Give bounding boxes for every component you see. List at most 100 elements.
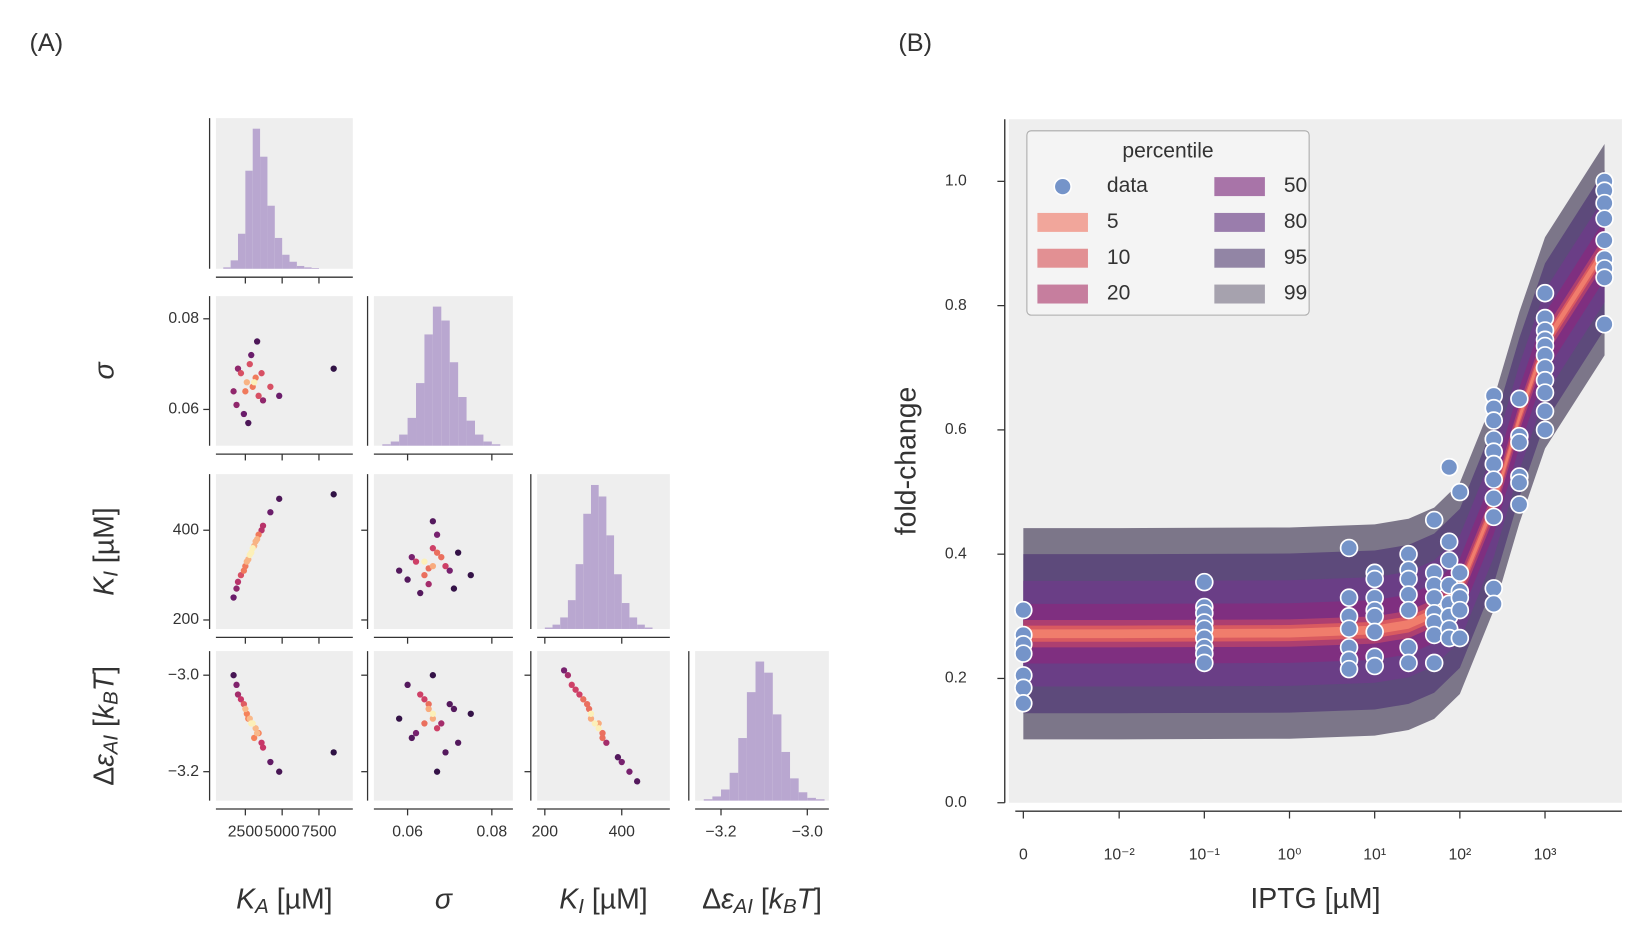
histogram-bar xyxy=(282,254,290,269)
histogram-bar xyxy=(230,260,238,269)
scatter-point xyxy=(404,576,411,583)
y-tick-label: 0.2 xyxy=(945,670,967,687)
scatter-point xyxy=(330,491,337,498)
histogram-bar xyxy=(382,444,391,446)
x-tick-label: 2500 xyxy=(228,823,263,840)
data-point xyxy=(1339,659,1359,679)
data-point xyxy=(1595,314,1614,334)
label-part: K xyxy=(559,883,579,915)
histogram-bar xyxy=(764,672,773,801)
legend-label: data xyxy=(1107,174,1148,197)
histogram-bar xyxy=(721,789,730,801)
histogram-bar xyxy=(466,420,475,446)
scatter-point xyxy=(595,725,602,732)
data-point xyxy=(1450,628,1470,648)
y-axis-label: ΔεAI [kBT] xyxy=(88,666,123,786)
data-point xyxy=(1595,209,1614,228)
label-part: A xyxy=(253,895,269,918)
label-part: ε xyxy=(721,883,734,915)
scatter-point xyxy=(259,397,267,404)
legend-label: 99 xyxy=(1284,282,1307,305)
histogram-bar xyxy=(606,535,615,629)
label-part: [ xyxy=(88,719,120,735)
scatter-point xyxy=(246,715,253,722)
scatter-point xyxy=(446,567,453,574)
data-point xyxy=(1484,411,1504,430)
histogram-bar xyxy=(252,128,261,269)
scatter-point xyxy=(237,370,245,377)
data-point xyxy=(1339,619,1359,639)
scatter-point xyxy=(237,571,245,579)
data-point xyxy=(1595,193,1614,213)
data-point xyxy=(1439,457,1459,477)
scatter-point xyxy=(599,734,606,742)
data-point xyxy=(1399,638,1418,657)
scatter-point xyxy=(408,553,415,561)
label-part: K xyxy=(236,883,256,915)
histogram-bar xyxy=(552,624,561,629)
x-tick-label: 10¹ xyxy=(1363,847,1386,864)
label-part: I xyxy=(100,571,123,577)
data-point xyxy=(1595,268,1614,287)
scatter-point xyxy=(429,710,437,717)
label-part: T xyxy=(797,883,817,915)
y-tick-label: 1.0 xyxy=(945,173,967,190)
scatter-point xyxy=(433,549,441,556)
scatter-point xyxy=(234,365,242,372)
histogram-bar xyxy=(474,434,484,446)
data-point xyxy=(1399,653,1418,673)
scatter-point xyxy=(242,705,249,713)
scatter-point xyxy=(234,578,242,585)
label-part: k xyxy=(769,883,785,915)
scatter-point xyxy=(572,686,579,693)
histogram-bar xyxy=(304,267,312,269)
histogram-bar xyxy=(399,434,408,446)
label-part: AI xyxy=(100,735,123,757)
histogram-bar xyxy=(491,444,501,446)
data-point xyxy=(1195,653,1214,673)
histogram-bar xyxy=(583,513,591,629)
scatter-point xyxy=(230,388,237,395)
data-point xyxy=(1424,653,1444,673)
scatter-point xyxy=(421,696,428,703)
legend-swatch xyxy=(1214,284,1265,304)
scatter-point xyxy=(576,691,583,698)
x-tick-label: 10³ xyxy=(1534,847,1557,864)
scatter-point xyxy=(425,580,432,588)
y-tick-label: 0.4 xyxy=(945,545,967,562)
x-axis-label: KI [µM] xyxy=(559,883,647,918)
x-axis-label: IPTG [µM] xyxy=(1250,883,1380,915)
x-axis-label: KA [µM] xyxy=(236,883,332,918)
scatter-point xyxy=(330,365,337,372)
x-tick-label: 10⁰ xyxy=(1278,847,1302,864)
scatter-point xyxy=(438,553,445,561)
data-point xyxy=(1014,694,1033,713)
scatter-point xyxy=(243,710,250,717)
scatter-point xyxy=(248,351,255,359)
scatter-point xyxy=(580,696,587,703)
x-tick-label: 7500 xyxy=(301,823,336,840)
histogram-bar xyxy=(729,772,739,801)
label-part: k xyxy=(88,703,120,719)
histogram-bar xyxy=(260,156,268,269)
scatter-point xyxy=(237,696,245,703)
scatter-point xyxy=(253,338,261,345)
label-part: ] xyxy=(814,883,822,915)
label-part: ε xyxy=(88,754,120,767)
legend-label: 95 xyxy=(1284,246,1307,269)
x-tick-label: 10⁻² xyxy=(1104,847,1135,864)
legend-swatch xyxy=(1214,177,1265,197)
scatter-point xyxy=(583,700,591,708)
scatter-point xyxy=(255,392,262,400)
label-part: [µM] xyxy=(88,507,120,571)
scatter-point xyxy=(421,558,428,565)
scatter-point xyxy=(560,667,568,674)
scatter-point xyxy=(442,749,449,756)
data-point xyxy=(1595,231,1614,250)
histogram-bar xyxy=(458,397,467,446)
data-point xyxy=(1484,579,1504,598)
histogram-bar xyxy=(746,692,756,801)
scatter-point xyxy=(253,729,261,737)
scatter-point xyxy=(240,700,248,708)
